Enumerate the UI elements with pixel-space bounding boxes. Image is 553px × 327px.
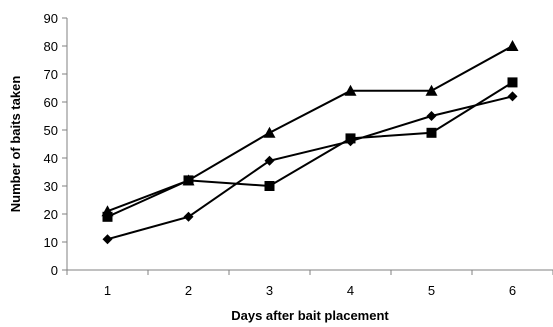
x-tick-label: 6 [509, 283, 516, 298]
x-tick-label: 3 [266, 283, 273, 298]
series-triangle [101, 40, 519, 217]
data-point-square [264, 181, 275, 191]
data-point-triangle [101, 205, 114, 217]
series-line-square [107, 81, 514, 218]
y-tick-label: 80 [44, 39, 58, 54]
x-axis-title: Days after bait placement [231, 308, 389, 323]
series-line-diamond [107, 95, 513, 241]
y-tick-label: 0 [51, 263, 58, 278]
y-ticks: 0 10 20 30 40 50 60 70 80 90 [44, 11, 67, 278]
data-point-diamond [183, 211, 194, 222]
y-tick-label: 10 [44, 235, 58, 250]
axes [66, 18, 553, 271]
data-point-triangle [182, 174, 195, 186]
data-point-diamond [264, 155, 275, 166]
x-tick-label: 1 [104, 283, 111, 298]
data-point-square [102, 211, 113, 222]
y-tick-label: 30 [44, 179, 58, 194]
data-point-square [507, 77, 518, 88]
y-tick-label: 60 [44, 95, 58, 110]
data-point-diamond [102, 234, 113, 245]
data-point-square [345, 133, 356, 144]
data-point-triangle [344, 84, 357, 96]
y-tick-label: 90 [44, 11, 58, 26]
series-line-triangle [107, 45, 513, 213]
y-tick-label: 70 [44, 67, 58, 82]
data-point-diamond [426, 111, 437, 121]
x-tick-label: 2 [185, 283, 192, 298]
data-point-triangle [425, 84, 438, 96]
x-tick-label: 4 [347, 283, 354, 298]
series-layer [101, 40, 519, 245]
y-tick-label: 50 [44, 123, 58, 138]
data-point-square [426, 127, 437, 138]
y-tick-label: 40 [44, 151, 58, 166]
data-point-triangle [506, 40, 519, 51]
series-square [102, 77, 518, 222]
series-diamond [102, 91, 518, 245]
y-tick-label: 20 [44, 207, 58, 222]
x-ticks: 1 2 3 4 5 6 [66, 270, 553, 298]
data-point-triangle [263, 126, 276, 138]
data-point-diamond [507, 91, 518, 102]
y-axis-title: Number of baits taken [8, 76, 23, 213]
x-tick-label: 5 [428, 283, 435, 298]
